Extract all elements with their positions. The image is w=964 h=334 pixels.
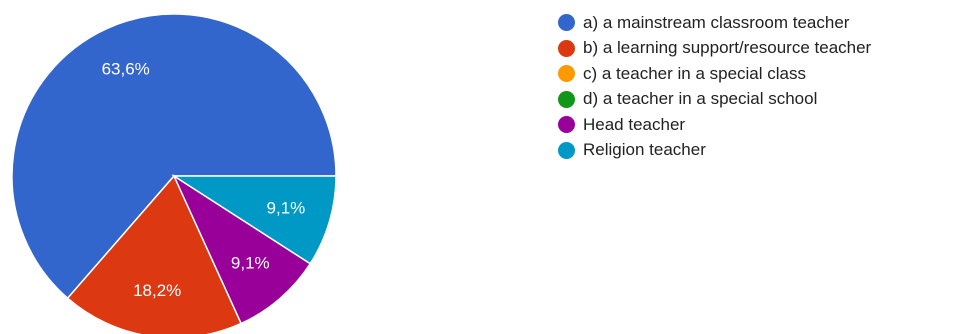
- legend-item-religion-teacher[interactable]: Religion teacher: [558, 138, 871, 164]
- slice-label-religion-teacher: 9,1%: [267, 198, 306, 217]
- legend-label: d) a teacher in a special school: [583, 89, 818, 109]
- legend-swatch-icon: [558, 141, 575, 159]
- pie-slice-a-a-mainstream-classroom-teacher[interactable]: [11, 13, 337, 300]
- legend-swatch-icon: [558, 14, 575, 32]
- legend-swatch-icon: [558, 65, 575, 83]
- legend-item-c-a-teacher-in-a-special-class[interactable]: c) a teacher in a special class: [558, 61, 871, 87]
- legend-label: Religion teacher: [583, 140, 706, 160]
- slice-label-b-a-learning-support-resource-teacher: 18,2%: [133, 281, 181, 300]
- legend-swatch-icon: [558, 116, 575, 134]
- pie-slices: [11, 13, 337, 334]
- legend-swatch-icon: [558, 90, 575, 108]
- pie-slice-labels: 63,6% 18,2% 9,1% 9,1%: [102, 59, 306, 300]
- legend-label: c) a teacher in a special class: [583, 63, 806, 83]
- pie-slice-b-a-learning-support-resource-teacher[interactable]: [66, 174, 243, 334]
- legend-item-b-a-learning-support-resource-teacher[interactable]: b) a learning support/resource teacher: [558, 36, 871, 62]
- slice-label-a-a-mainstream-classroom-teacher: 63,6%: [102, 59, 150, 78]
- legend-label: a) a mainstream classroom teacher: [583, 12, 850, 32]
- legend-label: b) a learning support/resource teacher: [583, 38, 872, 58]
- legend-label: Head teacher: [583, 114, 686, 134]
- legend-item-d-a-teacher-in-a-special-school[interactable]: d) a teacher in a special school: [558, 87, 871, 113]
- slice-label-head-teacher: 9,1%: [231, 254, 270, 273]
- chart-legend: a) a mainstream classroom teacher b) a le…: [558, 10, 871, 163]
- pie-slice-religion-teacher[interactable]: [171, 175, 337, 265]
- legend-item-a-a-mainstream-classroom-teacher[interactable]: a) a mainstream classroom teacher: [558, 10, 871, 36]
- legend-swatch-icon: [558, 39, 575, 57]
- pie-slice-head-teacher[interactable]: [172, 173, 312, 325]
- legend-item-head-teacher[interactable]: Head teacher: [558, 112, 871, 138]
